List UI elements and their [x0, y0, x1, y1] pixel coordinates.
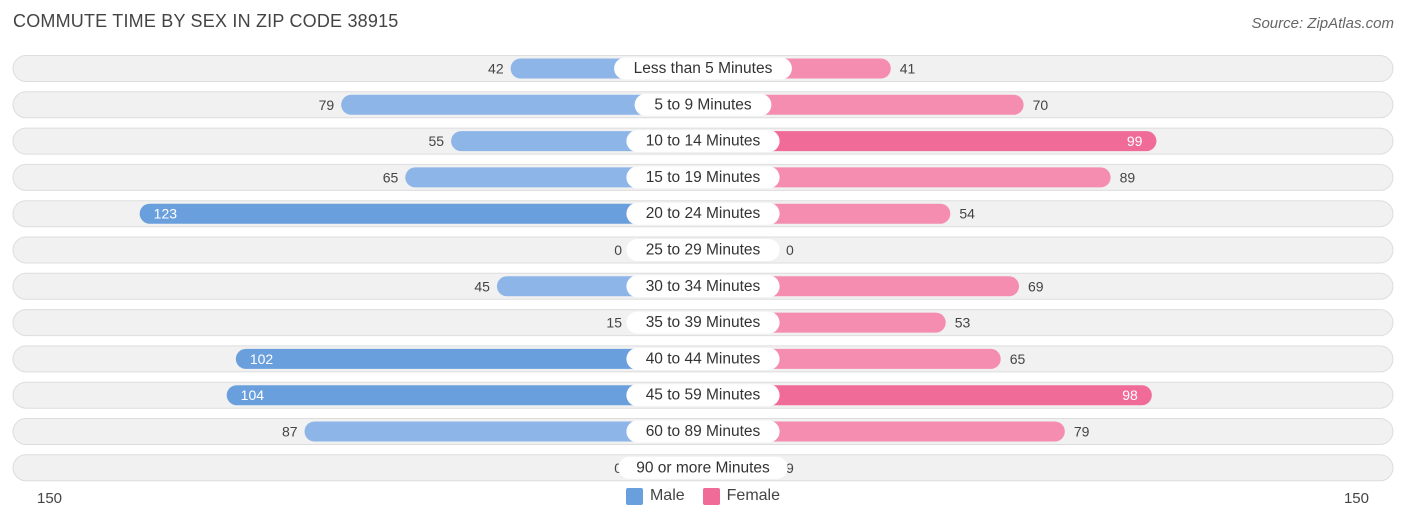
category-label: 35 to 39 Minutes: [646, 314, 761, 331]
category-label: Less than 5 Minutes: [634, 60, 773, 77]
category-pill: [614, 57, 792, 80]
value-label-female: 79: [1074, 424, 1090, 440]
bar-male: [226, 385, 703, 406]
value-label-male: 42: [488, 61, 504, 77]
bar-male: [304, 421, 703, 442]
legend-label-male: Male: [649, 487, 685, 504]
category-pill: [626, 202, 780, 225]
value-label-female: 54: [959, 206, 975, 222]
value-label-male: 79: [319, 97, 335, 113]
category-pill: [626, 166, 780, 189]
value-label-female: 65: [1010, 351, 1026, 367]
axis-right-label: 150: [1343, 490, 1369, 507]
category-label: 60 to 89 Minutes: [646, 423, 761, 440]
category-label: 30 to 34 Minutes: [646, 278, 761, 295]
category-pill: [618, 456, 788, 479]
category-label: 15 to 19 Minutes: [646, 169, 761, 186]
bar-female: [703, 131, 1157, 152]
bar-female: [703, 276, 1020, 297]
value-label-female: 9: [786, 460, 794, 476]
legend-item-female: Female: [702, 487, 781, 505]
value-label-male: 55: [429, 133, 445, 149]
value-label-female: 89: [1120, 169, 1136, 185]
category-pill: [634, 93, 772, 116]
bar-male: [235, 348, 703, 369]
axis-left-label: 150: [37, 490, 63, 507]
bar-male: [139, 203, 703, 224]
category-label: 25 to 29 Minutes: [646, 242, 761, 259]
bar-female: [703, 385, 1152, 406]
category-label: 40 to 44 Minutes: [646, 350, 761, 367]
value-label-male: 65: [383, 169, 399, 185]
value-label-male: 123: [154, 206, 178, 222]
category-label: 90 or more Minutes: [636, 459, 770, 476]
value-label-female: 53: [955, 315, 971, 331]
category-pill: [626, 347, 780, 370]
bar-male: [341, 94, 703, 115]
legend-swatch-female: [702, 487, 720, 505]
category-label: 45 to 59 Minutes: [646, 387, 761, 404]
value-label-male: 0: [614, 242, 622, 258]
value-label-female: 0: [786, 242, 794, 258]
category-label: 20 to 24 Minutes: [646, 205, 761, 222]
value-label-male: 102: [250, 351, 274, 367]
category-label: 10 to 14 Minutes: [646, 133, 761, 150]
category-label: 5 to 9 Minutes: [654, 96, 752, 113]
category-pill: [626, 420, 780, 443]
category-pill: [626, 239, 780, 261]
legend-item-male: Male: [625, 487, 685, 505]
category-pill: [626, 130, 780, 153]
value-label-female: 41: [900, 61, 916, 77]
legend: Male Female: [0, 487, 1406, 505]
value-label-male: 87: [282, 424, 298, 440]
value-label-male: 15: [606, 315, 622, 331]
category-pill: [626, 384, 780, 407]
bar-female: [703, 167, 1111, 188]
value-label-female: 70: [1033, 97, 1049, 113]
chart-title: COMMUTE TIME BY SEX IN ZIP CODE 38915: [13, 11, 399, 31]
value-label-female: 98: [1122, 387, 1138, 403]
bar-female: [703, 94, 1024, 115]
legend-label-female: Female: [726, 487, 781, 504]
bar-female: [703, 421, 1065, 442]
legend-swatch-male: [625, 487, 643, 505]
value-label-female: 99: [1127, 133, 1143, 149]
source-note: Source: ZipAtlas.com: [1251, 15, 1394, 32]
value-label-female: 69: [1028, 278, 1044, 294]
category-pill: [626, 311, 780, 334]
value-label-male: 104: [241, 387, 265, 403]
category-pill: [626, 275, 780, 298]
value-label-male: 45: [474, 278, 490, 294]
